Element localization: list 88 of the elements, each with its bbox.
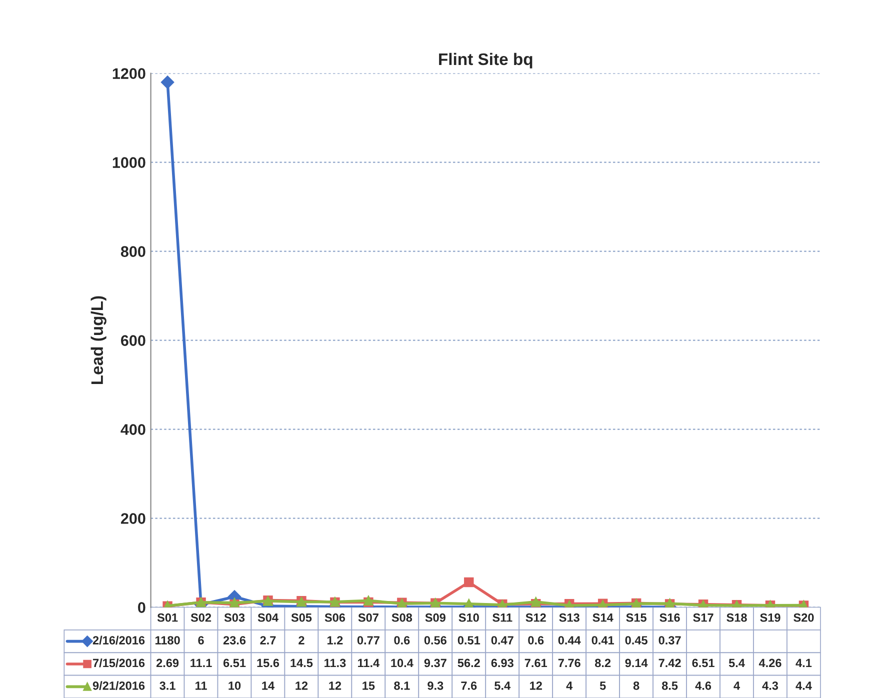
data-label: 4.1 [796, 658, 812, 668]
x-tick-label: S18 [726, 613, 747, 622]
data-label: 4.3 [762, 681, 778, 690]
data-label: 56.2 [458, 658, 480, 668]
data-label: 7.61 [524, 658, 548, 668]
data-label: 23.6 [223, 636, 246, 644]
data-label: 0.6 [394, 636, 410, 644]
data-label: 6.93 [491, 658, 514, 668]
data-label: 5.4 [494, 682, 511, 690]
x-tick-label: S07 [358, 613, 378, 622]
data-label: 4 [566, 682, 573, 690]
y-tick-label: 1200 [112, 68, 146, 79]
x-tick-label: S04 [258, 613, 278, 622]
data-label: 7.6 [461, 681, 477, 690]
data-label: 4 [734, 682, 740, 690]
x-tick-label: S14 [592, 613, 614, 622]
data-label: 1.2 [327, 636, 343, 644]
data-label: 0.47 [491, 636, 514, 644]
x-tick-label: S05 [291, 613, 312, 622]
x-tick-label: S13 [559, 613, 580, 622]
data-label: 14.5 [290, 658, 313, 668]
x-tick-label: S10 [458, 613, 479, 622]
data-label: 6.51 [223, 658, 246, 668]
data-label: 0.6 [528, 636, 544, 644]
data-label: 11 [196, 682, 207, 690]
data-label: 4.6 [695, 681, 712, 690]
data-label: 15.6 [257, 658, 280, 668]
data-label: 8.2 [594, 658, 611, 668]
data-label: 2.7 [260, 636, 276, 644]
data-label: 5.4 [728, 658, 745, 668]
y-tick-label: 400 [120, 424, 146, 435]
x-tick-label: S16 [660, 613, 680, 622]
data-label: 6.51 [692, 658, 714, 668]
data-label: 14 [262, 682, 274, 690]
chart-title: Flint Site bq [439, 52, 532, 68]
data-label: 11.3 [324, 658, 346, 668]
data-label: 1180 [155, 636, 180, 644]
data-label: 15 [362, 682, 375, 690]
data-label: 4.4 [796, 682, 812, 690]
y-tick-label: 1000 [112, 157, 146, 168]
data-label: 4.26 [758, 658, 782, 668]
data-label: 0.56 [424, 636, 446, 644]
data-label: 12 [296, 681, 308, 690]
x-tick-label: S02 [190, 613, 212, 622]
data-label: 0.37 [658, 636, 681, 644]
legend-label: 7/15/2016 [93, 658, 145, 668]
data-label: 11.4 [358, 658, 380, 668]
data-label: 3.1 [160, 681, 176, 690]
data-label: 0.51 [458, 636, 480, 644]
data-label: 11.1 [190, 658, 212, 668]
x-tick-label: S06 [324, 613, 346, 622]
data-label: 0.44 [558, 636, 581, 644]
legend-label: 2/16/2016 [92, 636, 145, 645]
data-label: 12 [329, 681, 342, 690]
y-tick-label: 200 [120, 513, 146, 524]
data-label: 12 [530, 681, 542, 690]
data-label: 9.37 [424, 658, 446, 668]
data-label: 0.77 [357, 636, 380, 644]
x-tick-label: S12 [526, 613, 546, 622]
y-axis-title: Lead (ug/L) [90, 296, 106, 384]
data-label: 7.76 [558, 658, 580, 668]
data-label: 8 [633, 681, 640, 690]
y-tick-label: 600 [121, 335, 146, 346]
data-label: 5 [600, 682, 606, 690]
x-tick-label: S03 [224, 613, 245, 622]
data-label: 10 [228, 681, 241, 690]
legend-label: 9/21/2016 [92, 681, 145, 690]
x-tick-label: S20 [794, 613, 814, 622]
data-label: 10.4 [391, 658, 414, 668]
x-tick-label: S17 [693, 613, 714, 622]
data-label: 0.45 [625, 636, 648, 644]
y-tick-label: 800 [120, 246, 146, 257]
data-label: 6 [198, 636, 204, 644]
data-label: 7.42 [658, 658, 681, 668]
data-label: 9.14 [625, 658, 648, 668]
y-tick-label: 0 [138, 602, 146, 613]
x-tick-label: S19 [760, 613, 780, 622]
x-tick-label: S11 [492, 613, 512, 622]
data-label: 2 [298, 636, 304, 644]
data-label: 9.3 [428, 681, 444, 690]
x-tick-label: S08 [392, 613, 412, 622]
data-label: 8.1 [394, 681, 410, 690]
x-tick-label: S01 [157, 613, 178, 622]
data-label: 0.41 [592, 636, 614, 644]
x-tick-label: S15 [626, 613, 646, 622]
data-label: 2.69 [156, 658, 179, 668]
data-label: 8.5 [662, 681, 678, 690]
x-tick-label: S09 [425, 613, 446, 622]
